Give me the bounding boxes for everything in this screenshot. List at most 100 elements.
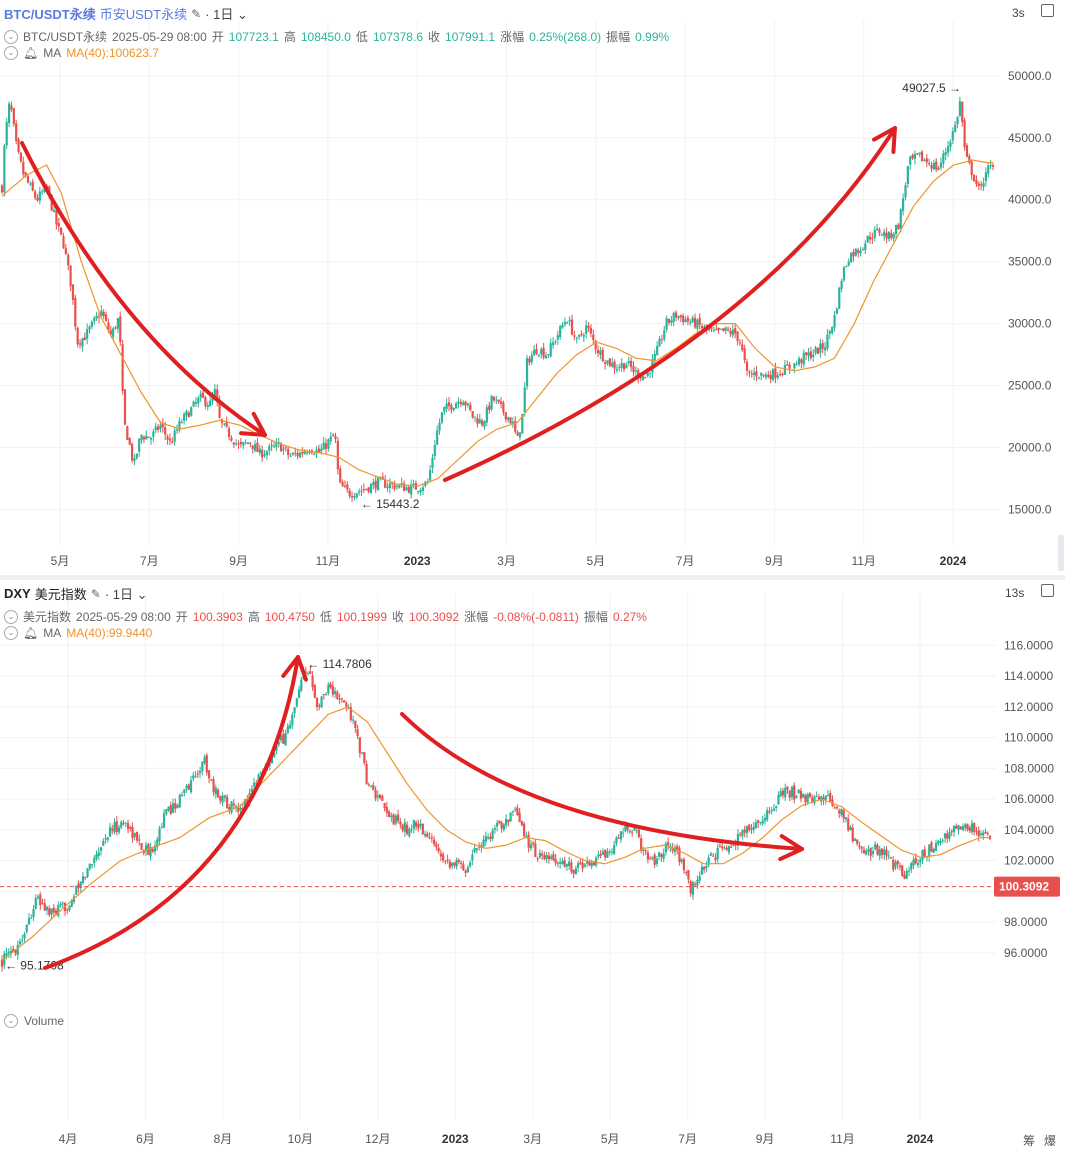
candle-body (599, 854, 602, 856)
x-tick-label: 5月 (586, 554, 605, 568)
dxy-amp-value: 0.27% (612, 609, 647, 624)
candle-body (767, 374, 770, 377)
candle-body (111, 828, 114, 831)
candle-body (398, 484, 401, 488)
candle-body (928, 163, 931, 165)
dxy-timeframe-selector[interactable]: · 1日 ⌄ (104, 587, 148, 602)
candle-body (763, 817, 767, 821)
candle-body (493, 828, 496, 830)
candle-body (433, 445, 436, 457)
candle-body (965, 145, 969, 157)
dxy-high-value: 100.4750 (264, 609, 315, 624)
candle-body (279, 443, 283, 452)
btc-header: BTC/USDT永续 币安USDT永续 ✎ · 1日 ⌄ (4, 4, 248, 23)
dxy-chart[interactable]: 116.0000 114.0000 112.0000 110.0000 108.0000… (0, 580, 1065, 1152)
candle-body (478, 419, 481, 424)
edit-icon[interactable]: ✎ (191, 6, 202, 21)
btc-chart-panel: 50000.0 45000.0 40000.0 35000.0 30000.0 25000… (0, 0, 1065, 575)
candle-body (793, 363, 796, 369)
candle-body (84, 876, 87, 878)
dxy-symbol-title[interactable]: DXY (4, 586, 31, 601)
candle-body (537, 354, 540, 356)
y-tick-label: 30000.0 (1008, 317, 1052, 331)
candle-body (874, 844, 877, 849)
candle-body (579, 862, 582, 864)
candle-body (218, 400, 221, 418)
candle-body (306, 452, 309, 454)
edit-icon[interactable]: ✎ (90, 586, 101, 601)
candle-body (626, 826, 629, 830)
candle-body (739, 833, 742, 835)
liquidation-button[interactable]: 爆 (1044, 1134, 1057, 1148)
candle-body (770, 810, 773, 812)
candle-body (447, 402, 451, 407)
candle-body (622, 363, 626, 370)
candle-body (570, 862, 573, 872)
candle-body (761, 820, 764, 824)
candle-body (618, 367, 621, 369)
candle-body (324, 694, 328, 696)
candle-body (570, 319, 574, 335)
chips-button[interactable]: 筹 (1023, 1134, 1036, 1148)
scroll-handle[interactable] (1058, 535, 1064, 571)
candle-body (823, 347, 827, 351)
candle-body (464, 870, 467, 873)
candle-body (743, 348, 746, 361)
btc-exchange-label[interactable]: 币安USDT永续 (99, 7, 188, 22)
candle-body (286, 726, 289, 733)
candle-body (430, 837, 433, 839)
candle-body (585, 325, 588, 334)
candle-body (698, 317, 701, 325)
candle-body (327, 684, 330, 694)
candle-body (901, 865, 904, 876)
bell-icon[interactable]: 🔔︎ (23, 46, 39, 60)
volume-collapse-icon[interactable]: ⌄ (4, 1014, 18, 1028)
candle-body (257, 774, 260, 785)
candle-body (388, 483, 391, 488)
candle-body (840, 808, 843, 816)
volume-indicator[interactable]: ⌄ Volume (4, 1014, 64, 1028)
dxy-exchange-label[interactable]: 美元指数 (34, 587, 87, 602)
btc-expand-icon[interactable] (1041, 4, 1054, 17)
candle-body (390, 815, 393, 818)
candle-body (66, 909, 69, 911)
candle-body (587, 325, 590, 328)
panel-separator[interactable] (0, 575, 1065, 580)
candle-body (97, 852, 100, 856)
candle-body (984, 172, 988, 182)
btc-symbol-title[interactable]: BTC/USDT永续 (4, 7, 96, 22)
bell-icon[interactable]: 🔔︎ (23, 626, 39, 640)
btc-timeframe-selector[interactable]: · 1日 ⌄ (205, 7, 248, 22)
candle-body (731, 329, 734, 336)
candle-body (709, 853, 713, 856)
candle-body (858, 845, 861, 847)
candle-body (123, 389, 127, 425)
dxy-ma-collapse-icon[interactable]: ⌄ (4, 626, 18, 640)
candle-body (475, 848, 478, 851)
btc-collapse-icon[interactable]: ⌄ (4, 29, 18, 44)
candle-body (93, 317, 96, 322)
btc-ma-collapse-icon[interactable]: ⌄ (4, 46, 18, 60)
candle-body (757, 377, 760, 379)
candle-body (9, 950, 13, 954)
candle-body (168, 438, 172, 441)
candle-body (518, 432, 522, 438)
btc-chart[interactable]: 50000.0 45000.0 40000.0 35000.0 30000.0 25000… (0, 0, 1065, 575)
candle-body (45, 906, 49, 911)
candle-body (354, 720, 357, 728)
dxy-expand-icon[interactable] (1041, 584, 1054, 597)
candle-body (167, 806, 170, 811)
candle-body (563, 859, 566, 867)
candle-body (826, 334, 829, 349)
candle-body (847, 261, 850, 266)
btc-timeframe-label: 1日 (213, 7, 234, 22)
candle-body (514, 420, 517, 432)
candle-body (22, 162, 25, 174)
candle-body (783, 365, 786, 375)
candle-body (979, 833, 983, 835)
candle-body (199, 393, 202, 398)
candle-body (439, 853, 442, 857)
candle-body (353, 496, 356, 498)
dxy-close-label: 收 (392, 610, 405, 624)
dxy-collapse-icon[interactable]: ⌄ (4, 609, 18, 624)
